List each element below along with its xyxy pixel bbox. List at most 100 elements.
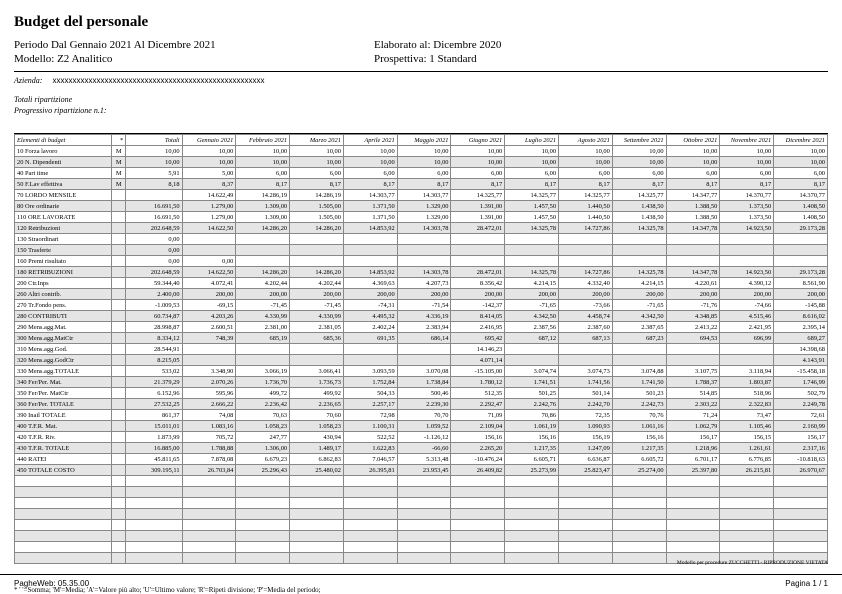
- table-cell: 533,02: [125, 366, 182, 377]
- table-cell: -74,31: [343, 300, 397, 311]
- table-cell: [182, 498, 236, 509]
- table-cell: [720, 520, 774, 531]
- table-cell: 8.414,05: [451, 311, 505, 322]
- table-cell: 26.703,84: [182, 465, 236, 476]
- table-cell: 1.438,50: [612, 201, 666, 212]
- table-cell: [112, 465, 126, 476]
- table-cell: 200 Ctr.Inps: [15, 278, 112, 289]
- table-cell: [112, 300, 126, 311]
- table-cell: 518,96: [720, 388, 774, 399]
- table-cell: 1.408,50: [774, 212, 828, 223]
- col-header: Settembre 2021: [612, 135, 666, 146]
- table-cell: [236, 355, 290, 366]
- table-cell: [15, 509, 112, 520]
- table-cell: [451, 476, 505, 487]
- table-cell: 8,18: [125, 179, 182, 190]
- table-cell: -15.458,18: [774, 366, 828, 377]
- table-cell: 2.383,94: [397, 322, 451, 333]
- table-cell: [125, 520, 182, 531]
- table-cell: [666, 234, 720, 245]
- table-cell: [125, 531, 182, 542]
- table-cell: 2.249,78: [774, 399, 828, 410]
- table-cell: 14.727,86: [559, 223, 613, 234]
- table-cell: [774, 234, 828, 245]
- table-row: [15, 542, 828, 553]
- table-cell: 130 Straordinari: [15, 234, 112, 245]
- period-label: Periodo Dal Gennaio 2021 Al Dicembre 202…: [14, 39, 374, 51]
- table-cell: 1.388,50: [666, 212, 720, 223]
- table-cell: 26.395,81: [343, 465, 397, 476]
- prospettiva-label: Prospettiva: 1 Standard: [374, 53, 477, 65]
- table-cell: [397, 498, 451, 509]
- table-cell: [505, 520, 559, 531]
- col-header: Aprile 2021: [343, 135, 397, 146]
- table-cell: 6,00: [343, 168, 397, 179]
- table-cell: 10,00: [720, 146, 774, 157]
- table-cell: 2.239,30: [397, 399, 451, 410]
- table-cell: 687,12: [505, 333, 559, 344]
- table-cell: [112, 454, 126, 465]
- table-cell: 2.265,20: [451, 443, 505, 454]
- table-cell: [397, 531, 451, 542]
- table-row: 180 RETRIBUZIONI202.648,5914.622,5014.28…: [15, 267, 828, 278]
- table-cell: 450 TOTALE COSTO: [15, 465, 112, 476]
- table-cell: [774, 509, 828, 520]
- table-cell: 4.342,50: [612, 311, 666, 322]
- table-cell: [290, 256, 344, 267]
- table-cell: 2.381,05: [290, 322, 344, 333]
- table-cell: 200,00: [236, 289, 290, 300]
- table-cell: [112, 234, 126, 245]
- table-cell: [559, 476, 613, 487]
- table-cell: [720, 498, 774, 509]
- table-cell: 10,00: [666, 146, 720, 157]
- table-cell: [236, 476, 290, 487]
- table-cell: [343, 531, 397, 542]
- table-row: 330 Mens.agg.TOTALE533,023.348,903.066,1…: [15, 366, 828, 377]
- table-cell: 390 Inail TOTALE: [15, 410, 112, 421]
- table-cell: 430,94: [290, 432, 344, 443]
- table-cell: 687,23: [612, 333, 666, 344]
- table-cell: -71,76: [666, 300, 720, 311]
- table-cell: 1.736,70: [236, 377, 290, 388]
- table-cell: [505, 355, 559, 366]
- table-cell: -71,65: [612, 300, 666, 311]
- table-cell: [451, 498, 505, 509]
- table-cell: [236, 234, 290, 245]
- table-cell: [559, 531, 613, 542]
- table-cell: 14.325,78: [612, 267, 666, 278]
- table-cell: 4.207,73: [397, 278, 451, 289]
- table-cell: 8,17: [720, 179, 774, 190]
- table-cell: M: [112, 179, 126, 190]
- table-cell: -145,88: [774, 300, 828, 311]
- table-row: 390 Inail TOTALE861,3774,0870,6370,6072,…: [15, 410, 828, 421]
- table-cell: [182, 344, 236, 355]
- table-cell: [182, 520, 236, 531]
- table-cell: 1.738,84: [397, 377, 451, 388]
- table-cell: [112, 311, 126, 322]
- table-cell: [112, 520, 126, 531]
- table-cell: 10,00: [559, 146, 613, 157]
- table-cell: 25.274,00: [612, 465, 666, 476]
- table-cell: [666, 245, 720, 256]
- table-cell: 1.061,19: [505, 421, 559, 432]
- table-cell: -15.105,00: [451, 366, 505, 377]
- table-cell: 1.741,51: [505, 377, 559, 388]
- table-cell: 200,00: [720, 289, 774, 300]
- table-cell: 0,00: [182, 256, 236, 267]
- table-cell: 10,00: [505, 157, 559, 168]
- table-cell: 7.878,08: [182, 454, 236, 465]
- table-cell: 1.438,50: [612, 212, 666, 223]
- table-cell: 72,98: [343, 410, 397, 421]
- table-cell: 1.741,56: [559, 377, 613, 388]
- table-cell: 1.083,16: [182, 421, 236, 432]
- table-cell: [182, 245, 236, 256]
- table-cell: [774, 542, 828, 553]
- table-cell: [666, 509, 720, 520]
- table-cell: 3.348,90: [182, 366, 236, 377]
- table-cell: 330 Mens.agg.TOTALE: [15, 366, 112, 377]
- table-cell: [559, 509, 613, 520]
- table-cell: 4.495,32: [343, 311, 397, 322]
- table-row: 290 Mens.agg.Mat.28.998,872.600,512.381,…: [15, 322, 828, 333]
- table-cell: [112, 410, 126, 421]
- table-cell: 696,99: [720, 333, 774, 344]
